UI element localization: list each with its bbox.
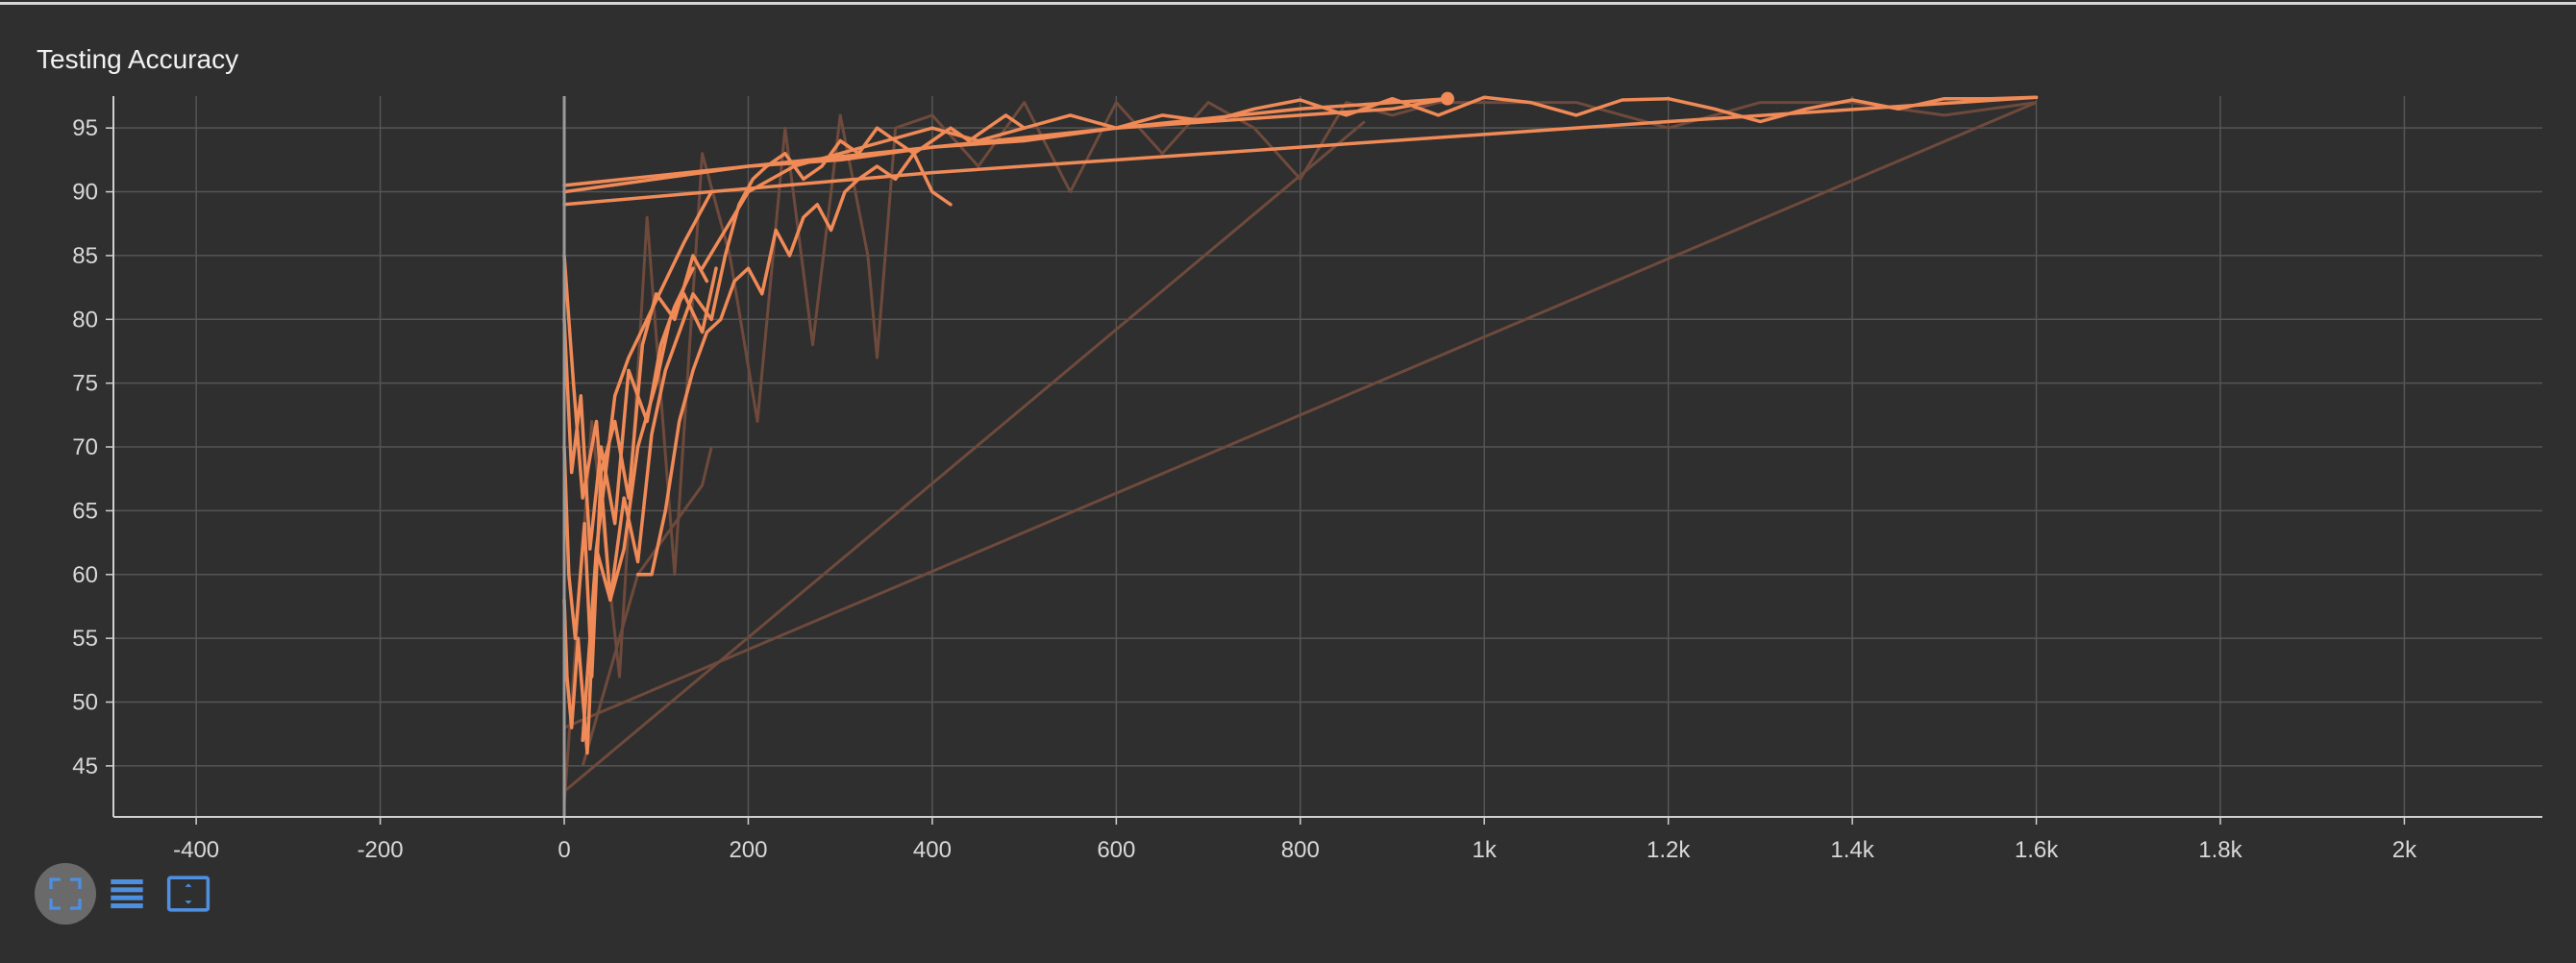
y-axis-ticks: 45 50 55 60 65 70 75 80 85 90 95 <box>72 115 113 779</box>
chart-axes <box>112 96 2542 818</box>
raw-series-line <box>581 446 713 767</box>
fullscreen-button[interactable] <box>35 863 96 925</box>
smoothed-series-group <box>562 91 2039 755</box>
series-line <box>635 151 953 577</box>
x-tick-label: 1k <box>1473 837 1498 863</box>
series-line <box>700 95 2039 270</box>
y-tick-label: 45 <box>72 753 98 779</box>
series-line <box>562 95 2039 207</box>
fit-domain-button[interactable] <box>158 863 219 925</box>
x-tick-label: -400 <box>173 837 219 863</box>
fullscreen-icon <box>49 877 82 910</box>
y-tick-label: 65 <box>72 498 98 524</box>
chart-grid <box>113 96 2542 817</box>
x-tick-label: 0 <box>557 837 570 863</box>
chart-toolbar <box>35 862 219 926</box>
y-tick-label: 55 <box>72 626 98 652</box>
x-tick-label: 2k <box>2392 837 2417 863</box>
y-tick-label: 70 <box>72 434 98 460</box>
raw-series-group <box>562 101 2038 804</box>
series-line <box>562 266 695 551</box>
x-tick-label: 1.8k <box>2198 837 2242 863</box>
raw-series-line <box>563 120 1366 793</box>
y-tick-label: 75 <box>72 371 98 397</box>
top-divider <box>0 2 2576 5</box>
raw-series-line <box>563 101 2038 729</box>
y-tick-label: 50 <box>72 690 98 716</box>
fit-domain-icon <box>166 876 211 912</box>
toggle-log-list-button[interactable] <box>96 863 158 925</box>
list-icon <box>111 879 143 908</box>
x-tick-label: 200 <box>729 837 767 863</box>
x-tick-label: 800 <box>1281 837 1320 863</box>
x-tick-label: -200 <box>358 837 404 863</box>
x-tick-label: 600 <box>1097 837 1135 863</box>
series-line <box>562 254 709 679</box>
x-tick-label: 1.2k <box>1647 837 1691 863</box>
y-tick-label: 90 <box>72 180 98 206</box>
series-line <box>581 113 1027 743</box>
raw-series-line <box>562 101 2037 804</box>
y-tick-label: 60 <box>72 562 98 588</box>
series-line <box>562 254 718 603</box>
x-tick-label: 1.6k <box>2015 837 2059 863</box>
y-tick-label: 95 <box>72 115 98 141</box>
chart-title: Testing Accuracy <box>37 44 239 74</box>
series-line <box>562 96 1449 187</box>
series-end-marker <box>1440 91 1454 106</box>
x-axis-ticks: -400 -200 0 200 400 600 800 1k 1.2k 1.4k 1.6k 1.8k 2… <box>173 817 2417 863</box>
y-tick-label: 85 <box>72 243 98 269</box>
x-tick-label: 1.4k <box>1830 837 1874 863</box>
y-tick-label: 80 <box>72 307 98 333</box>
x-tick-label: 400 <box>913 837 952 863</box>
